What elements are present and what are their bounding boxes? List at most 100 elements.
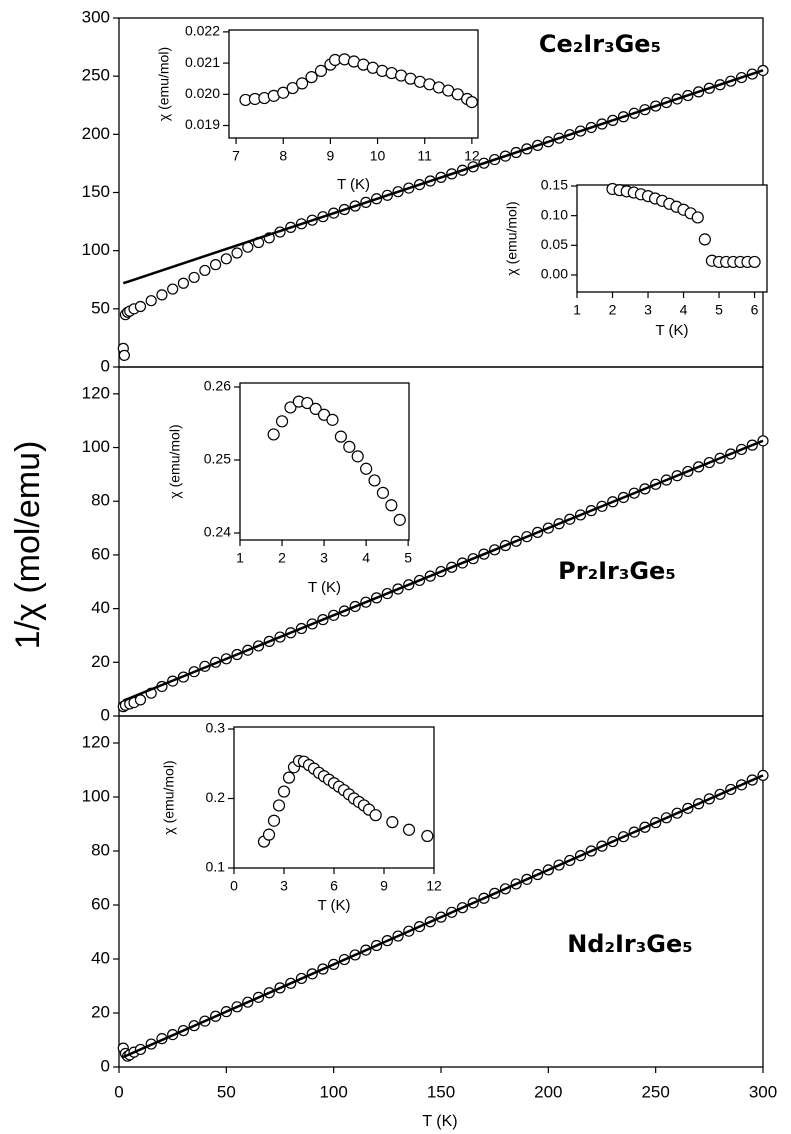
y-tick-label: 150 bbox=[82, 182, 110, 201]
x-tick-label: 3 bbox=[644, 302, 652, 318]
x-tick-label: 200 bbox=[534, 1082, 562, 1101]
x-tick-label: 10 bbox=[370, 148, 386, 164]
y-tick-label: 0.05 bbox=[541, 236, 568, 252]
data-point bbox=[199, 264, 211, 277]
y-tick-label: 80 bbox=[91, 840, 110, 859]
x-tick-label: 3 bbox=[320, 550, 328, 566]
compound-label: Ce₂Ir₃Ge₅ bbox=[539, 30, 661, 58]
inset-frame bbox=[239, 382, 410, 541]
y-tick-label: 0.021 bbox=[185, 54, 220, 70]
y-tick-label: 0.24 bbox=[204, 524, 231, 540]
y-tick-label: 0.26 bbox=[204, 378, 231, 394]
y-tick-label: 60 bbox=[91, 544, 110, 563]
y-tick-label: 0.2 bbox=[206, 789, 226, 805]
inset-x-title: T (K) bbox=[337, 176, 370, 193]
data-point bbox=[231, 247, 243, 259]
y-axis-title: 1/χ (mol/emu) bbox=[9, 441, 47, 650]
data-point bbox=[267, 814, 281, 827]
data-point bbox=[309, 402, 322, 416]
data-point bbox=[262, 828, 276, 841]
y-tick-label: 100 bbox=[82, 437, 110, 456]
x-tick-label: 250 bbox=[641, 1082, 669, 1101]
data-point bbox=[272, 799, 286, 812]
data-point bbox=[267, 428, 280, 441]
inset-y-title: χ (emu/mol) bbox=[167, 424, 183, 498]
x-tick-label: 1 bbox=[236, 550, 244, 566]
data-point bbox=[465, 96, 478, 109]
y-tick-label: 40 bbox=[91, 948, 110, 967]
y-tick-label: 300 bbox=[82, 7, 110, 26]
x-tick-label: 6 bbox=[751, 302, 759, 318]
fit-line bbox=[122, 439, 764, 702]
data-point bbox=[314, 64, 328, 77]
data-point bbox=[343, 440, 356, 453]
x-tick-label: 150 bbox=[427, 1082, 455, 1101]
y-tick-label: 20 bbox=[91, 1002, 110, 1021]
compound-label: Nd₂Ir₃Ge₅ bbox=[567, 930, 693, 958]
data-point bbox=[177, 277, 189, 289]
x-tick-label: 9 bbox=[380, 878, 388, 894]
data-point bbox=[385, 499, 398, 512]
x-tick-label: 300 bbox=[749, 1082, 777, 1101]
inset-x-title: T (K) bbox=[308, 579, 341, 596]
y-tick-label: 100 bbox=[82, 786, 110, 805]
data-point bbox=[691, 211, 704, 224]
inset-x-title: T (K) bbox=[655, 322, 688, 339]
data-point bbox=[134, 300, 147, 313]
data-point bbox=[451, 88, 464, 101]
y-tick-label: 0 bbox=[101, 356, 110, 375]
x-tick-label: 4 bbox=[680, 302, 688, 318]
y-tick-label: 0.15 bbox=[541, 177, 568, 193]
data-point bbox=[301, 396, 314, 410]
data-point bbox=[210, 259, 222, 271]
y-tick-label: 100 bbox=[82, 240, 110, 259]
fit-line bbox=[122, 774, 764, 1059]
data-point bbox=[393, 513, 406, 526]
data-point bbox=[188, 271, 200, 284]
data-point bbox=[286, 81, 299, 95]
data-point bbox=[282, 771, 296, 784]
x-tick-label: 12 bbox=[464, 148, 480, 164]
x-tick-label: 0 bbox=[114, 1082, 123, 1101]
data-point bbox=[698, 233, 711, 246]
x-axis-title: T (K) bbox=[422, 1113, 457, 1130]
data-point bbox=[295, 77, 309, 90]
y-tick-label: 0.10 bbox=[541, 206, 568, 222]
data-point bbox=[284, 401, 297, 414]
x-tick-label: 11 bbox=[417, 148, 432, 164]
x-tick-label: 2 bbox=[609, 302, 617, 318]
x-tick-label: 7 bbox=[232, 148, 240, 164]
compound-label: Pr₂Ir₃Ge₅ bbox=[558, 557, 676, 585]
y-tick-label: 0.25 bbox=[204, 451, 231, 467]
x-tick-label: 4 bbox=[362, 550, 370, 566]
inset-y-title: χ (emu/mol) bbox=[161, 760, 177, 834]
fit-line bbox=[122, 69, 764, 285]
y-tick-label: 0.019 bbox=[185, 116, 220, 132]
x-tick-label: 8 bbox=[279, 148, 287, 164]
y-tick-label: 20 bbox=[91, 652, 110, 671]
y-tick-label: 0.1 bbox=[206, 859, 226, 875]
data-point bbox=[386, 816, 399, 829]
data-point bbox=[402, 823, 416, 836]
data-point bbox=[220, 253, 232, 265]
x-tick-label: 6 bbox=[330, 878, 338, 894]
data-point bbox=[360, 462, 373, 475]
data-point bbox=[334, 430, 347, 443]
x-tick-label: 9 bbox=[326, 148, 334, 164]
data-point bbox=[421, 829, 434, 843]
data-point bbox=[305, 71, 318, 84]
y-tick-label: 40 bbox=[91, 598, 110, 617]
y-tick-label: 80 bbox=[91, 491, 110, 510]
y-tick-label: 60 bbox=[91, 894, 110, 913]
data-point bbox=[167, 283, 179, 295]
data-point bbox=[277, 785, 291, 798]
x-tick-label: 100 bbox=[319, 1082, 347, 1101]
y-tick-label: 50 bbox=[91, 298, 110, 317]
x-tick-label: 1 bbox=[573, 302, 581, 318]
y-tick-label: 250 bbox=[82, 66, 110, 85]
y-tick-label: 0.3 bbox=[206, 720, 226, 736]
x-tick-label: 12 bbox=[426, 878, 442, 894]
data-point bbox=[277, 86, 290, 99]
x-tick-label: 5 bbox=[715, 302, 723, 318]
